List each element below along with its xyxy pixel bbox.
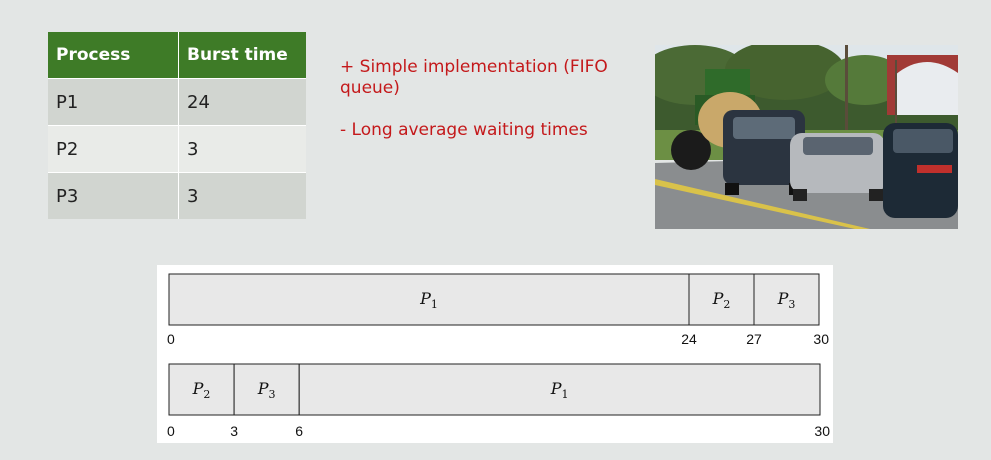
- gantt-tick-label: 30: [813, 331, 829, 347]
- gantt-segment-label: P2: [712, 289, 731, 311]
- gantt-tick-label: 0: [167, 423, 175, 439]
- cell-burst-time: 3: [178, 172, 306, 219]
- con-bullet: - Long average waiting times: [340, 120, 588, 140]
- tractor-and-cars-road-photo: [655, 45, 958, 229]
- traffic-photo: [655, 45, 958, 229]
- cell-burst-time: 3: [178, 125, 306, 173]
- fcfs-pros-cons: + Simple implementation (FIFO queue) - L…: [340, 57, 640, 141]
- gantt-segment-label: P3: [257, 379, 276, 401]
- cell-burst-time: 24: [178, 78, 306, 126]
- gantt-segment-label: P1: [419, 289, 438, 311]
- gantt-chart-fcfs-order-2: P2 P3 P1 0 3 6 30: [167, 363, 830, 439]
- table-row: P3 3: [48, 172, 306, 219]
- cell-process: P2: [48, 125, 179, 173]
- gantt-segment-label: P2: [192, 379, 211, 401]
- gantt-chart-fcfs-order-1: P1 P2 P3 0 24 27 30: [167, 273, 829, 347]
- cell-process: P3: [48, 172, 179, 219]
- gantt-segment-label: P3: [777, 289, 796, 311]
- table-row: P2 3: [48, 125, 306, 173]
- gantt-diagrams: P1 P2 P3 0 24 27 30 P2 P3 P1 0 3 6 30: [167, 273, 830, 439]
- column-header-process: Process: [48, 32, 179, 79]
- table-header-row: Process Burst time: [48, 32, 306, 79]
- gantt-segment: [233, 363, 300, 416]
- gantt-diagram-panel: P1 P2 P3 0 24 27 30 P2 P3 P1 0 3 6 30: [157, 265, 833, 443]
- gantt-segment-label: P1: [550, 379, 569, 401]
- process-table: Process Burst time P1 24 P2 3 P3 3: [48, 32, 306, 219]
- gantt-tick-label: 24: [681, 331, 697, 347]
- gantt-segment: [753, 273, 820, 326]
- table-row: P1 24: [48, 78, 306, 126]
- gantt-tick-label: 0: [167, 331, 175, 347]
- cell-process: P1: [48, 78, 179, 126]
- gantt-segment: [298, 363, 821, 416]
- gantt-tick-label: 3: [230, 423, 238, 439]
- pro-bullet: + Simple implementation (FIFO queue): [340, 57, 608, 98]
- gantt-tick-label: 27: [746, 331, 762, 347]
- gantt-tick-label: 30: [814, 423, 830, 439]
- gantt-segment: [168, 363, 235, 416]
- column-header-burst-time: Burst time: [178, 32, 306, 79]
- gantt-tick-label: 6: [295, 423, 303, 439]
